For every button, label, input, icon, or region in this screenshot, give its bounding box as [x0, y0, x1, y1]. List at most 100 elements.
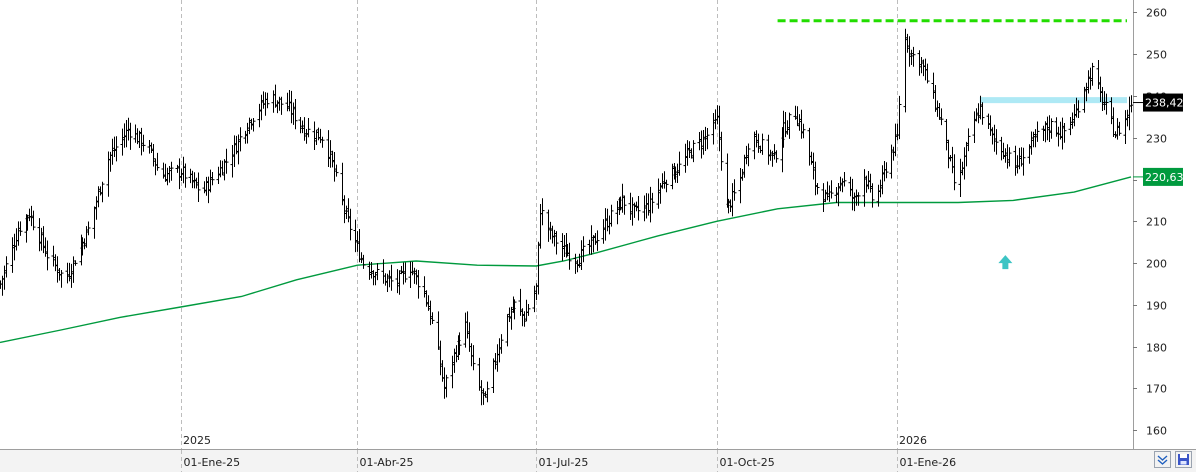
- ohlc-bar: [933, 85, 938, 112]
- date-tick-label: 01-Oct-25: [720, 456, 775, 469]
- ohlc-bar: [257, 103, 262, 128]
- ohlc-bar: [216, 166, 221, 184]
- ohlc-bar: [106, 151, 111, 197]
- ohlc-bar: [137, 130, 142, 148]
- ohlc-bar: [10, 237, 15, 273]
- ohlc-bar: [581, 236, 586, 263]
- gridlines: [181, 0, 898, 467]
- ohlc-bar: [807, 127, 812, 166]
- ohlc-bar: [149, 142, 154, 153]
- save-button[interactable]: [1175, 451, 1192, 468]
- ohlc-bar: [540, 198, 545, 226]
- ohlc-bar: [1041, 125, 1046, 141]
- ohlc-bar: [648, 186, 653, 223]
- ohlc-bar: [685, 140, 690, 166]
- ohlc-bar: [326, 130, 331, 167]
- ohlc-bar: [550, 225, 555, 244]
- ohlc-bar: [1047, 115, 1052, 142]
- ohlc-bar: [834, 187, 839, 203]
- y-tick-label: 260: [1146, 7, 1167, 20]
- ohlc-bar: [524, 299, 529, 322]
- ohlc-bar: [1060, 117, 1065, 150]
- ohlc-bar: [181, 156, 186, 184]
- ohlc-bar: [744, 145, 749, 165]
- ohlc-bar: [389, 264, 394, 291]
- ohlc-bar: [245, 122, 250, 144]
- ohlc-bar: [124, 120, 129, 148]
- expand-button[interactable]: [1154, 451, 1171, 468]
- ohlc-bar: [705, 128, 710, 150]
- ohlc-bar: [1117, 121, 1122, 136]
- ohlc-bar: [732, 179, 737, 201]
- ohlc-bar: [477, 357, 482, 391]
- ohlc-bar: [84, 226, 89, 248]
- ohlc-bar: [387, 270, 392, 288]
- ohlc-bar: [259, 94, 264, 121]
- ohlc-bar: [450, 355, 455, 389]
- ohlc-bar: [330, 150, 335, 168]
- ohlc-bar: [911, 46, 916, 67]
- y-tick-label: 180: [1146, 342, 1167, 355]
- ohlc-bar: [261, 91, 266, 109]
- ohlc-bar: [884, 162, 889, 179]
- ohlc-bar: [479, 380, 484, 406]
- ohlc-bar: [485, 381, 490, 403]
- ohlc-bar: [999, 136, 1004, 161]
- ohlc-bar: [1127, 96, 1132, 131]
- ohlc-bar: [946, 139, 951, 169]
- ohlc-bar: [795, 106, 800, 126]
- up-arrow-icon: [998, 255, 1013, 270]
- ohlc-bar: [18, 221, 23, 236]
- ohlc-bar: [636, 196, 641, 221]
- ohlc-bar: [169, 161, 174, 181]
- ohlc-bar: [980, 102, 985, 125]
- ohlc-bar: [238, 127, 243, 152]
- ohlc-bar: [230, 145, 235, 178]
- ohlc-bar: [1062, 123, 1067, 143]
- ohlc-bar: [100, 181, 105, 203]
- ohlc-bar: [909, 49, 914, 65]
- ohlc-bar: [972, 111, 977, 143]
- ohlc-bar: [823, 189, 828, 203]
- ohlc-bar: [334, 164, 339, 177]
- ohlc-bar: [153, 158, 158, 176]
- ohlc-bar: [247, 117, 252, 135]
- ohlc-bar: [1035, 121, 1040, 142]
- ohlc-bar: [1111, 107, 1116, 137]
- ohlc-bar: [683, 143, 688, 173]
- ohlc-bar: [917, 50, 922, 76]
- ohlc-bar: [442, 367, 447, 399]
- ohlc-bar: [964, 141, 969, 167]
- ohlc-bar: [944, 119, 949, 151]
- ohlc-bar: [16, 221, 21, 246]
- last-price-label: 238,42: [1145, 97, 1184, 110]
- year-label: 2025: [183, 434, 211, 447]
- ohlc-bar: [878, 179, 883, 198]
- y-tick-label: 230: [1146, 133, 1167, 146]
- ohlc-bar: [403, 262, 408, 283]
- date-tick-label: 01-Ene-25: [184, 456, 241, 469]
- ohlc-bar: [45, 240, 50, 271]
- ohlc-bar: [746, 143, 751, 167]
- ohlc-bar: [907, 36, 912, 67]
- ohlc-bar: [383, 273, 388, 286]
- ohlc-bar: [603, 208, 608, 241]
- ohlc-bar: [593, 233, 598, 245]
- ohlc-bar: [222, 159, 227, 181]
- ohlc-bar: [210, 172, 215, 186]
- ohlc-bar: [251, 118, 256, 132]
- ohlc-bar: [320, 136, 325, 148]
- ohlc-bar: [275, 100, 280, 114]
- ohlc-bar: [204, 176, 209, 196]
- y-tick-label: 210: [1146, 216, 1167, 229]
- ohlc-bar: [948, 155, 953, 162]
- ohlc-bar: [950, 146, 955, 174]
- ohlc-bar: [183, 163, 188, 188]
- ohlc-bar: [1027, 144, 1032, 164]
- ohlc-bar: [813, 161, 818, 196]
- ohlc-bar: [650, 192, 655, 214]
- ohlc-bar: [316, 127, 321, 141]
- ohlc-bar: [263, 92, 268, 116]
- ohlc-bar: [467, 322, 472, 352]
